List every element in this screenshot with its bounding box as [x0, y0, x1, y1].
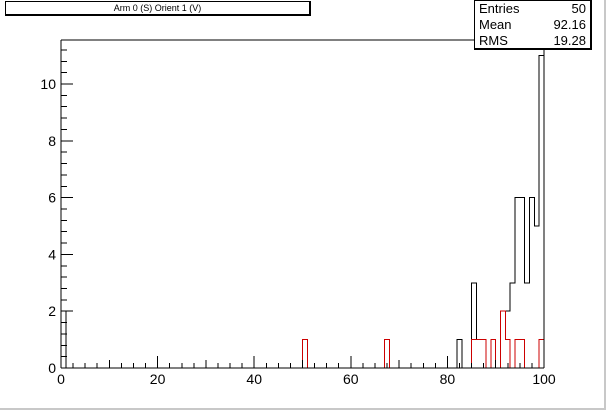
- series-2-bin: [476, 340, 481, 368]
- series-1-bin: [510, 283, 515, 368]
- series-1-bin: [534, 226, 539, 368]
- x-tick-label: 20: [150, 371, 166, 387]
- x-tick-label: 100: [532, 371, 556, 387]
- series-1-bin: [525, 283, 530, 368]
- stats-label: RMS: [479, 33, 508, 48]
- x-tick-label: 0: [57, 371, 65, 387]
- y-tick-label: 8: [48, 133, 56, 149]
- series-2-bin: [303, 340, 308, 368]
- title-box: Arm 0 (S) Orient 1 (V): [5, 1, 311, 16]
- stats-row-rms: RMS 19.28: [479, 33, 586, 49]
- series-1-bin: [530, 198, 535, 368]
- stats-value: 50: [571, 1, 586, 16]
- y-tick-label: 2: [48, 303, 56, 319]
- series-1-bin: [61, 311, 66, 368]
- x-tick-label: 80: [440, 371, 456, 387]
- series-1-bin: [501, 311, 506, 368]
- x-tick-label: 60: [343, 371, 359, 387]
- stats-value: 19.28: [553, 33, 586, 48]
- series-1-bin: [472, 283, 477, 368]
- axes-layer: 0 20 40 60 80 100 0 2 4 6 8 10: [40, 39, 556, 387]
- series-1-bin: [515, 198, 520, 368]
- title-text: Arm 0 (S) Orient 1 (V): [113, 3, 202, 13]
- series-1-bin: [476, 340, 481, 368]
- series-1-bin: [520, 198, 525, 368]
- x-tick-label: 40: [246, 371, 262, 387]
- y-tick-label: 6: [48, 190, 56, 206]
- stats-row-mean: Mean 92.16: [479, 17, 586, 33]
- stats-value: 92.16: [553, 17, 586, 32]
- series-2-bin: [539, 340, 544, 368]
- y-tick-label: 4: [48, 246, 56, 262]
- series-2-bin: [520, 340, 525, 368]
- series-1-outline: [60, 55, 545, 369]
- stats-row-entries: Entries 50: [479, 1, 586, 17]
- stats-label: Entries: [479, 1, 520, 16]
- stats-box: Entries 50 Mean 92.16 RMS 19.28: [474, 0, 592, 50]
- series-2-bin: [515, 340, 520, 368]
- series-2-bin: [501, 311, 506, 368]
- y-tick-label: 10: [40, 76, 56, 92]
- series-2-bin: [472, 340, 477, 368]
- stats-label: Mean: [479, 17, 512, 32]
- series-2-bin: [491, 340, 496, 368]
- y-tick-label: 0: [48, 360, 56, 376]
- series-layer: [60, 55, 545, 369]
- series-1-bin: [539, 56, 544, 368]
